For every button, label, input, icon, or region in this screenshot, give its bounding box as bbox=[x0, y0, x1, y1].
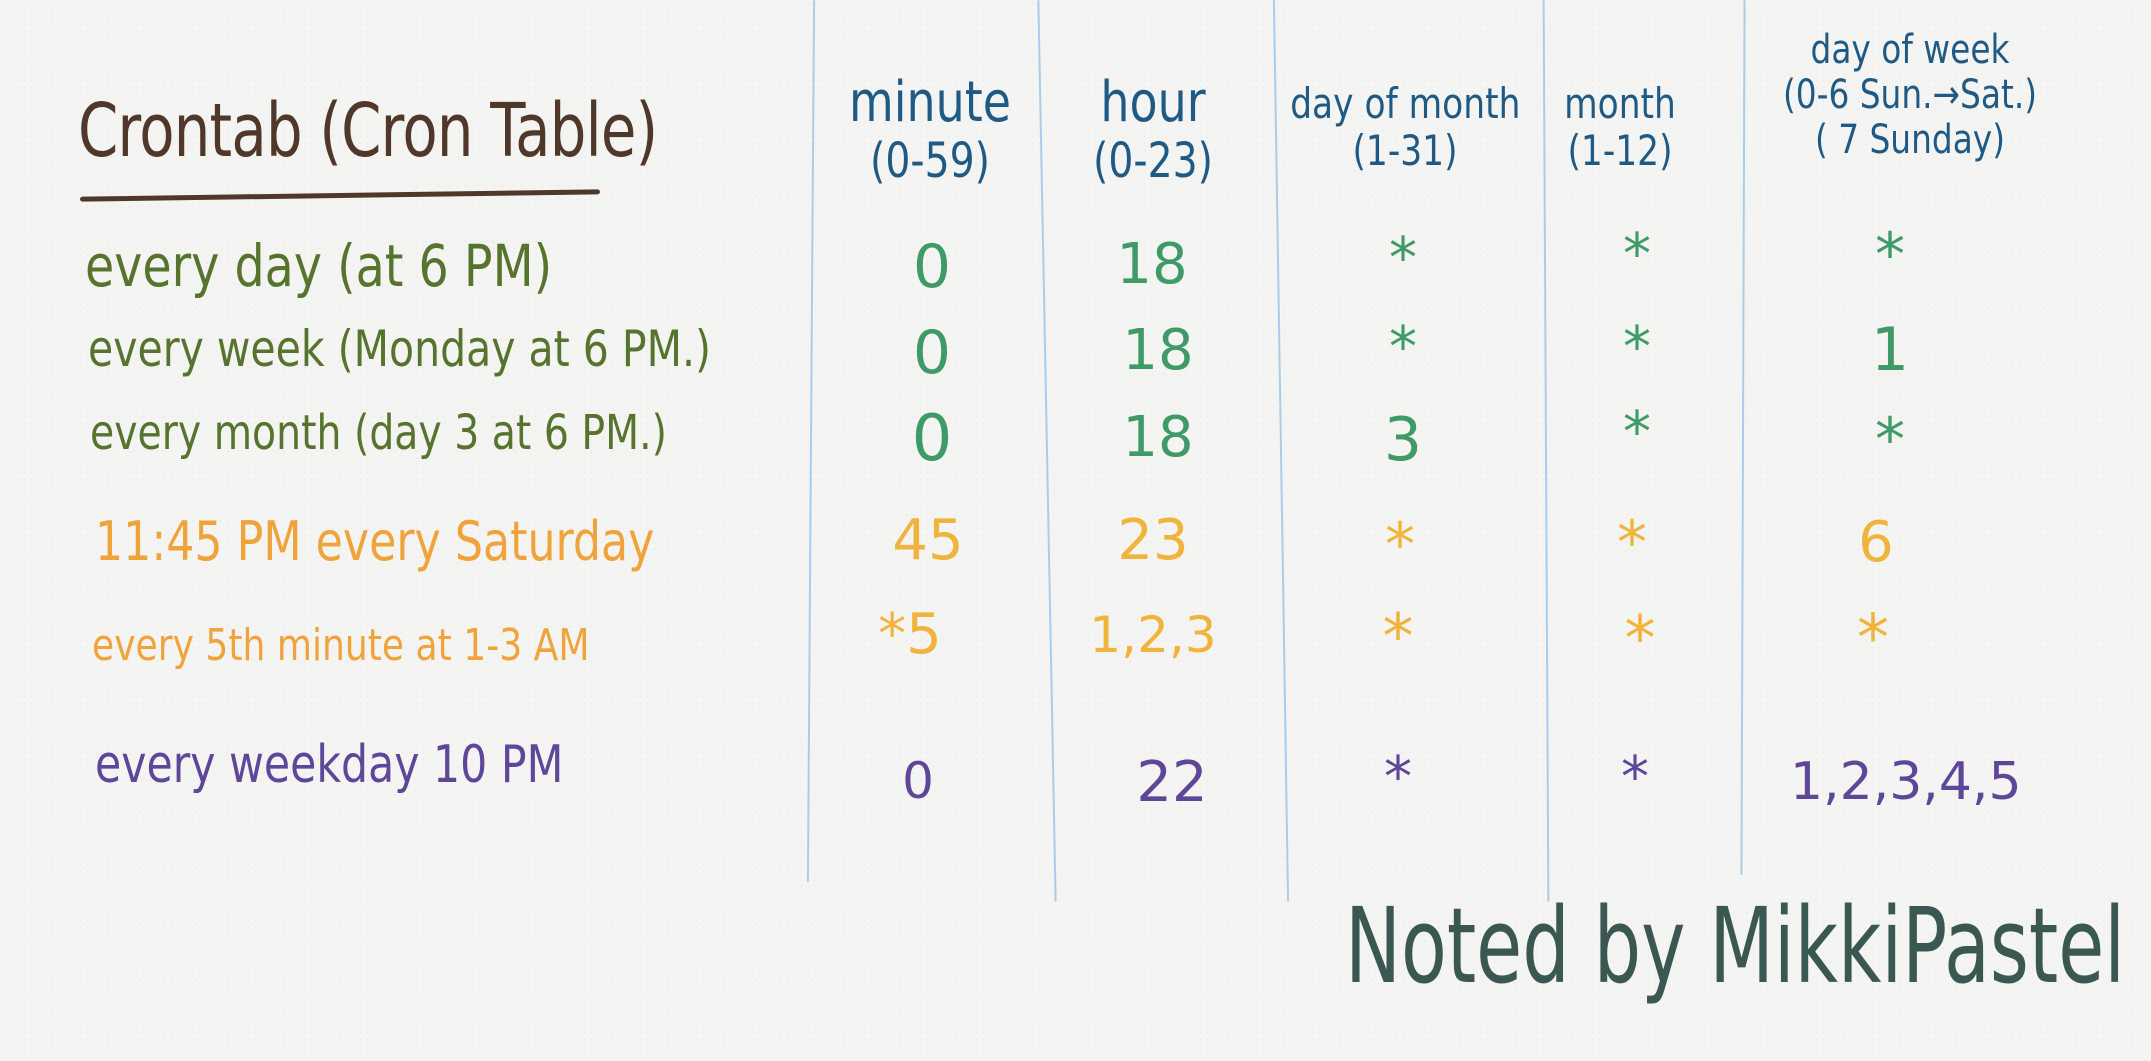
cell-hour: 1,2,3 bbox=[1089, 606, 1217, 664]
row-label: every day (at 6 PM) bbox=[85, 232, 553, 300]
cell-hour: 18 bbox=[1122, 405, 1194, 470]
cell-minute: 0 bbox=[912, 318, 952, 388]
column-header-minute-range: (0-59) bbox=[869, 132, 991, 189]
column-header-hour-name: hour bbox=[1100, 70, 1206, 135]
cell-day-of-month: * bbox=[1384, 745, 1412, 810]
cell-month: * bbox=[1623, 400, 1651, 465]
cell-day-of-week: * bbox=[1857, 602, 1889, 676]
cell-day-of-week: 1 bbox=[1870, 315, 1910, 385]
cell-day-of-week: * bbox=[1875, 405, 1905, 475]
cell-month: * bbox=[1621, 745, 1649, 810]
column-divider bbox=[1740, 0, 1746, 876]
cell-minute: 45 bbox=[892, 508, 964, 573]
column-header-day-of-month-range: (1-31) bbox=[1352, 126, 1458, 176]
row-label: 11:45 PM every Saturday bbox=[95, 510, 655, 573]
column-divider bbox=[1037, 0, 1057, 902]
cell-day-of-month: * bbox=[1382, 600, 1414, 673]
cell-day-of-month: * bbox=[1389, 226, 1417, 291]
column-divider bbox=[1272, 0, 1290, 902]
row-label: every week (Monday at 6 PM.) bbox=[88, 320, 711, 378]
column-header-month-range: (1-12) bbox=[1567, 126, 1673, 176]
row-label: every 5th minute at 1-3 AM bbox=[92, 620, 590, 671]
cell-hour: 22 bbox=[1136, 750, 1208, 815]
column-header-month-name: month bbox=[1564, 79, 1676, 128]
column-header-hour: hour (0-23) bbox=[1071, 70, 1235, 189]
cell-day-of-week: 6 bbox=[1858, 510, 1894, 575]
cell-minute: *5 bbox=[878, 602, 942, 667]
column-header-month: month (1-12) bbox=[1554, 80, 1685, 174]
cell-day-of-week: 1,2,3,4,5 bbox=[1790, 752, 2022, 812]
page-title: Crontab (Cron Table) bbox=[78, 88, 658, 174]
cell-minute: 0 bbox=[902, 752, 934, 810]
column-divider bbox=[806, 0, 816, 882]
cell-hour: 18 bbox=[1116, 232, 1188, 297]
row-label: every month (day 3 at 6 PM.) bbox=[90, 405, 667, 461]
cell-minute: 0 bbox=[911, 402, 953, 476]
signature: Noted by MikkiPastel bbox=[1345, 885, 2126, 1007]
cell-day-of-month: 3 bbox=[1383, 405, 1423, 475]
cell-hour: 23 bbox=[1117, 508, 1189, 573]
cell-month: * bbox=[1623, 315, 1651, 380]
cell-month: * bbox=[1623, 222, 1651, 287]
cell-day-of-month: * bbox=[1389, 315, 1417, 380]
column-header-hour-range: (0-23) bbox=[1092, 132, 1214, 189]
column-header-day-of-month: day of month (1-31) bbox=[1290, 80, 1520, 174]
column-header-day-of-week-note: ( 7 Sunday) bbox=[1814, 116, 2006, 163]
title-underline bbox=[79, 189, 601, 202]
column-header-day-of-week-range: (0-6 Sun.→Sat.) bbox=[1782, 71, 2038, 118]
cell-day-of-month: * bbox=[1385, 510, 1415, 580]
column-header-minute-name: minute bbox=[849, 70, 1011, 135]
column-header-day-of-week: day of week (0-6 Sun.→Sat.) ( 7 Sunday) bbox=[1779, 28, 2041, 162]
cell-day-of-week: * bbox=[1875, 220, 1905, 290]
column-header-minute: minute (0-59) bbox=[848, 70, 1012, 189]
cell-hour: 18 bbox=[1122, 318, 1194, 383]
column-header-day-of-week-name: day of week bbox=[1810, 27, 2010, 73]
row-label: every weekday 10 PM bbox=[95, 735, 564, 795]
cell-month: * bbox=[1624, 602, 1656, 675]
cell-minute: 0 bbox=[912, 232, 952, 302]
cell-month: * bbox=[1617, 508, 1647, 578]
column-header-day-of-month-name: day of month bbox=[1290, 79, 1521, 128]
